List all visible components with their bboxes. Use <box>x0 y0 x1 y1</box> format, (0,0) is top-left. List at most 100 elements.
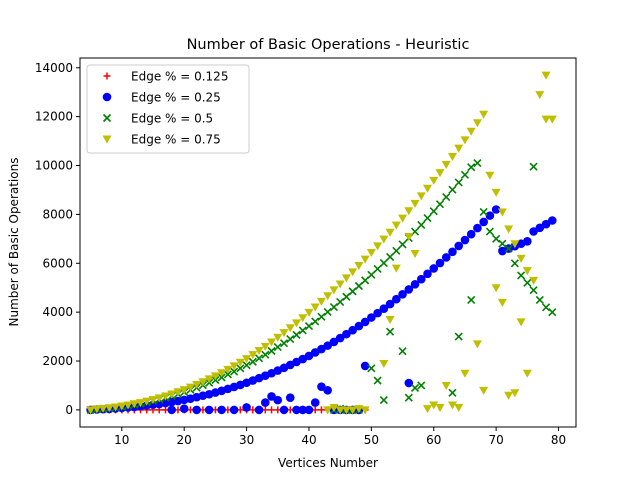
legend-item: Edge % = 0.25 <box>102 91 221 105</box>
x-tick-label: 70 <box>489 433 504 447</box>
data-point <box>254 347 264 356</box>
data-point <box>323 341 332 350</box>
data-point <box>466 127 476 136</box>
data-point <box>472 340 482 349</box>
data-point <box>504 244 513 253</box>
data-point <box>192 405 201 415</box>
data-point <box>317 406 325 414</box>
data-point <box>491 284 501 293</box>
data-point <box>273 395 283 405</box>
data-point <box>522 267 532 276</box>
data-point <box>391 264 401 273</box>
data-point <box>335 280 345 289</box>
data-point <box>142 397 152 406</box>
data-point <box>441 161 451 170</box>
data-point <box>298 314 308 323</box>
data-point <box>360 255 370 264</box>
data-point <box>516 318 526 327</box>
data-point <box>392 294 401 304</box>
data-point <box>485 227 494 236</box>
data-point <box>485 171 495 180</box>
y-tick-label: 0 <box>65 403 73 417</box>
x-tick-label: 30 <box>239 433 254 447</box>
data-point <box>367 313 376 322</box>
legend-marker <box>102 113 112 123</box>
x-tick-label: 20 <box>177 433 192 447</box>
data-point <box>179 404 189 413</box>
data-point <box>435 200 445 209</box>
data-point <box>286 334 295 344</box>
data-point <box>223 365 233 374</box>
legend-label: Edge % = 0.125 <box>131 70 228 84</box>
data-point <box>204 375 214 384</box>
data-point <box>547 115 557 124</box>
data-point <box>329 337 339 347</box>
series-3 <box>86 159 557 414</box>
data-point <box>248 357 257 366</box>
data-point <box>510 240 520 249</box>
data-point <box>160 392 170 401</box>
data-point <box>510 259 519 268</box>
data-point <box>417 220 426 229</box>
data-point <box>535 223 545 233</box>
y-axis-label: Number of Basic Operations <box>7 158 21 327</box>
data-point <box>323 292 333 301</box>
data-point <box>342 329 351 339</box>
data-point <box>298 326 307 335</box>
data-point <box>104 404 114 413</box>
x-axis-label: Vertices Number <box>278 456 378 470</box>
data-point <box>329 403 339 412</box>
data-point <box>98 404 108 413</box>
data-point <box>360 406 370 415</box>
data-point <box>523 236 532 246</box>
y-tick-label: 10000 <box>35 159 73 173</box>
legend-item: Edge % = 0.5 <box>102 112 213 126</box>
data-point <box>410 249 420 258</box>
series-2 <box>86 205 557 415</box>
data-point <box>385 299 395 309</box>
data-point <box>317 382 326 391</box>
data-point <box>217 405 226 415</box>
data-point <box>273 333 283 342</box>
data-point <box>467 163 476 172</box>
data-point <box>285 393 295 402</box>
data-point <box>404 393 413 402</box>
data-point <box>404 285 414 294</box>
data-point <box>385 228 395 237</box>
data-point <box>386 327 395 336</box>
data-point <box>435 169 445 178</box>
data-point <box>323 386 332 395</box>
data-point <box>248 351 258 360</box>
x-axis-ticks: 10 20 30 40 50 60 70 80 <box>114 427 566 447</box>
data-point <box>404 378 414 388</box>
legend-box <box>86 64 250 154</box>
data-point <box>423 184 433 193</box>
data-point <box>410 199 420 208</box>
data-point <box>341 274 351 283</box>
data-point <box>367 364 376 373</box>
data-point <box>379 396 388 405</box>
data-point <box>373 264 382 273</box>
data-point <box>404 232 414 241</box>
data-point <box>360 361 370 371</box>
data-point <box>167 405 177 415</box>
data-point <box>454 403 464 412</box>
data-point <box>547 216 557 225</box>
data-point <box>230 367 239 376</box>
data-point <box>504 225 514 234</box>
data-point <box>341 406 351 415</box>
data-point <box>416 192 426 201</box>
data-point <box>292 330 301 339</box>
data-point <box>442 192 451 202</box>
data-point <box>454 332 463 341</box>
data-point <box>423 213 432 223</box>
data-point <box>323 307 332 316</box>
data-point <box>210 372 220 381</box>
data-point <box>466 229 476 239</box>
data-point <box>404 207 414 216</box>
data-point <box>529 276 539 285</box>
data-point <box>148 396 158 405</box>
data-point <box>523 278 532 287</box>
y-axis-ticks: 0 2000 4000 6000 8000 10000 12000 14000 <box>35 61 80 417</box>
